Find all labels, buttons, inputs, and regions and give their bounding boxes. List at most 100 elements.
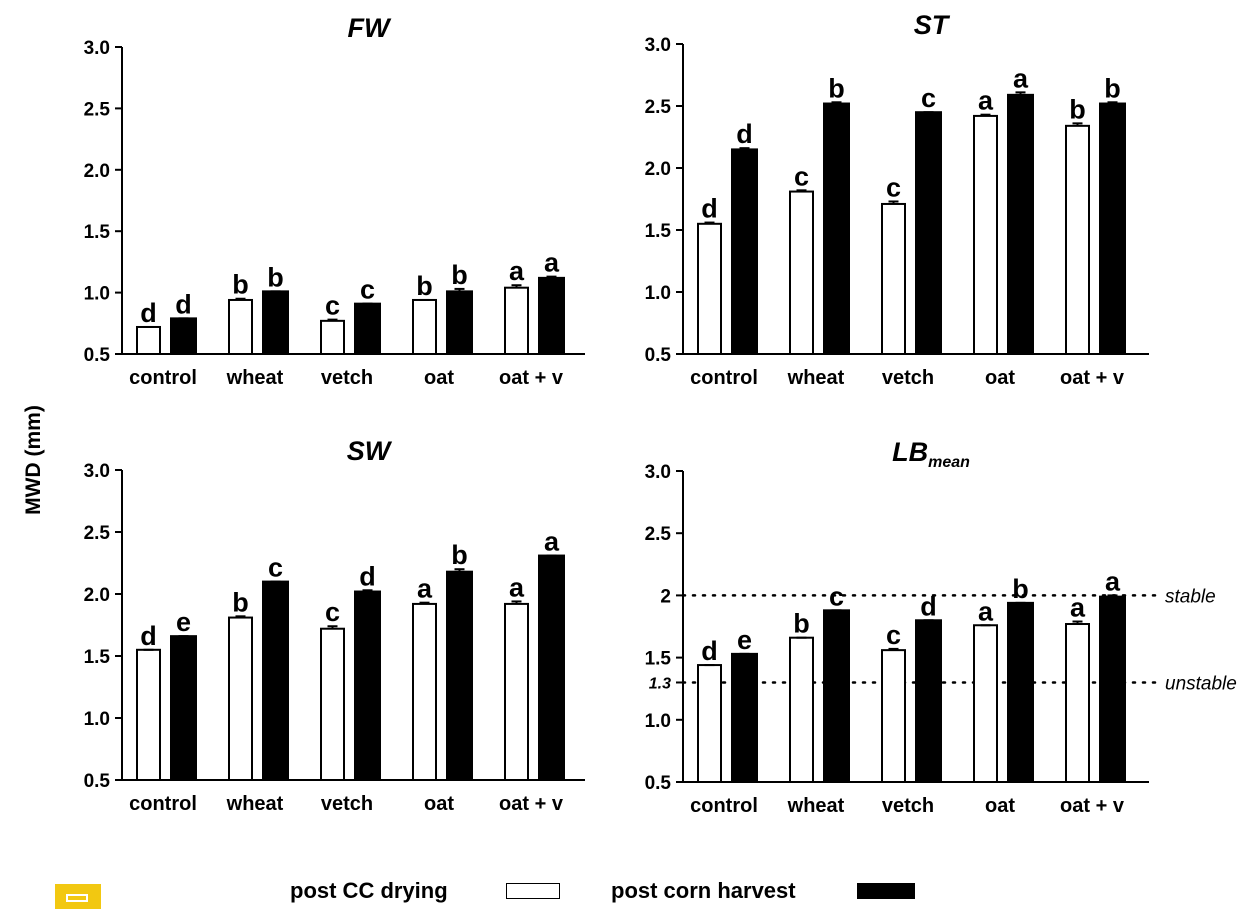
significance-letter: d bbox=[701, 636, 718, 666]
significance-letter: e bbox=[176, 607, 191, 637]
significance-letter: e bbox=[737, 625, 752, 655]
significance-letter: a bbox=[544, 248, 560, 278]
y-tick-label: 3.0 bbox=[645, 35, 671, 56]
x-tick-label: control bbox=[129, 793, 197, 815]
bar-wheat-post-corn-harvest bbox=[823, 102, 850, 355]
x-tick-label: oat bbox=[985, 795, 1015, 817]
legend-swatch-post-cc-drying bbox=[506, 883, 560, 899]
y-tick-label: 2.5 bbox=[645, 97, 672, 118]
x-tick-label: vetch bbox=[882, 795, 934, 817]
reference-label-unstable: unstable bbox=[1165, 673, 1237, 694]
significance-letter: c bbox=[829, 581, 844, 611]
bar-control-post-corn-harvest bbox=[170, 635, 197, 781]
x-tick-label: control bbox=[690, 795, 758, 817]
y-tick-label: 0.5 bbox=[645, 773, 672, 794]
significance-letter: d bbox=[701, 194, 718, 224]
x-tick-label: oat bbox=[424, 367, 454, 389]
significance-letter: a bbox=[544, 527, 560, 557]
y-tick-label: 2.5 bbox=[84, 523, 111, 544]
chart-title: FW bbox=[348, 13, 392, 43]
significance-letter: a bbox=[1070, 593, 1086, 623]
significance-letter: c bbox=[268, 553, 283, 583]
y-tick-label: 2.0 bbox=[84, 161, 110, 182]
bar-oat-v-post-corn-harvest bbox=[1099, 102, 1126, 355]
chart-panel-lb: 0.5 1.0 1.5 2 2.5 3.0 1.3 stable unstable LBmean d… bbox=[645, 437, 1237, 817]
significance-letter: b bbox=[267, 262, 284, 292]
significance-letter: a bbox=[509, 256, 525, 286]
y-tick-label: 2 bbox=[660, 586, 671, 607]
y-tick-label: 1.5 bbox=[84, 222, 111, 243]
x-tick-label: wheat bbox=[226, 367, 284, 389]
bar-vetch-post-cc-drying bbox=[881, 202, 906, 355]
significance-letter: d bbox=[140, 298, 157, 328]
x-tick-label: oat bbox=[985, 367, 1015, 389]
significance-letter: c bbox=[325, 597, 340, 627]
x-tick-label: control bbox=[690, 367, 758, 389]
bar-control-post-corn-harvest bbox=[731, 652, 758, 783]
bar-control-post-cc-drying bbox=[697, 222, 722, 355]
significance-letter: c bbox=[921, 83, 936, 113]
bar-wheat-post-corn-harvest bbox=[262, 580, 289, 781]
bar-control-post-corn-harvest bbox=[170, 317, 197, 355]
significance-letter: a bbox=[417, 574, 433, 604]
y-tick-label: 1.5 bbox=[645, 649, 672, 670]
chart-title-main: LB bbox=[892, 437, 928, 467]
significance-letter: a bbox=[978, 596, 994, 626]
chart-title: ST bbox=[914, 10, 951, 40]
significance-letter: d bbox=[736, 119, 753, 149]
bar-oat-post-corn-harvest bbox=[446, 290, 473, 356]
significance-letter: a bbox=[978, 86, 994, 116]
significance-letter: d bbox=[175, 289, 192, 319]
significance-letter: b bbox=[232, 270, 249, 300]
x-tick-label: vetch bbox=[882, 367, 934, 389]
y-tick-label: 2.0 bbox=[84, 585, 110, 606]
y-tick-label: 1.0 bbox=[645, 283, 671, 304]
y-tick-label: 0.5 bbox=[84, 771, 111, 792]
significance-letter: d bbox=[140, 621, 157, 651]
chart-title-main: ST bbox=[914, 10, 951, 40]
legend-label-post-corn-harvest: post corn harvest bbox=[611, 878, 796, 903]
bar-oat-post-corn-harvest bbox=[1007, 601, 1034, 784]
bar-oat-post-cc-drying bbox=[412, 298, 437, 355]
y-tick-label: 3.0 bbox=[84, 38, 110, 59]
significance-letter: d bbox=[920, 591, 937, 621]
significance-letter: b bbox=[1104, 73, 1121, 103]
y-tick-label-extra: 1.3 bbox=[649, 675, 671, 692]
bar-control-post-corn-harvest bbox=[731, 148, 758, 355]
bar-wheat-post-corn-harvest bbox=[823, 609, 850, 783]
significance-letter: b bbox=[451, 260, 468, 290]
significance-letter: b bbox=[1069, 94, 1086, 124]
bar-vetch-post-corn-harvest bbox=[354, 302, 381, 356]
x-tick-label: oat + v bbox=[1060, 367, 1125, 389]
bar-oat-v-post-cc-drying bbox=[504, 286, 529, 355]
x-tick-label: control bbox=[129, 367, 197, 389]
y-tick-label: 1.5 bbox=[645, 221, 672, 242]
y-tick-label: 1.0 bbox=[645, 711, 671, 732]
bar-wheat-post-corn-harvest bbox=[262, 290, 289, 356]
y-tick-label: 0.5 bbox=[645, 345, 672, 366]
y-tick-label: 1.5 bbox=[84, 647, 111, 668]
chart-title-subscript: mean bbox=[928, 454, 970, 471]
significance-letter: c bbox=[325, 291, 340, 321]
y-tick-label: 3.0 bbox=[84, 461, 110, 482]
y-tick-label: 2.5 bbox=[645, 524, 672, 545]
y-tick-label: 2.0 bbox=[645, 159, 671, 180]
bar-wheat-post-cc-drying bbox=[228, 616, 253, 781]
significance-letter: b bbox=[793, 609, 810, 639]
bar-wheat-post-cc-drying bbox=[228, 298, 253, 355]
significance-letter: a bbox=[509, 572, 525, 602]
bar-control-post-cc-drying bbox=[697, 664, 722, 784]
y-tick-label: 3.0 bbox=[645, 462, 671, 483]
bar-oat-post-corn-harvest bbox=[1007, 93, 1034, 355]
significance-letter: b bbox=[451, 540, 468, 570]
chart-title-main: SW bbox=[347, 436, 393, 466]
y-tick-label: 0.5 bbox=[84, 345, 111, 366]
significance-letter: b bbox=[1012, 574, 1029, 604]
significance-letter: b bbox=[232, 587, 249, 617]
chart-title-main: FW bbox=[348, 13, 392, 43]
bar-oat-v-post-corn-harvest bbox=[538, 276, 565, 356]
bar-vetch-post-cc-drying bbox=[320, 319, 345, 355]
